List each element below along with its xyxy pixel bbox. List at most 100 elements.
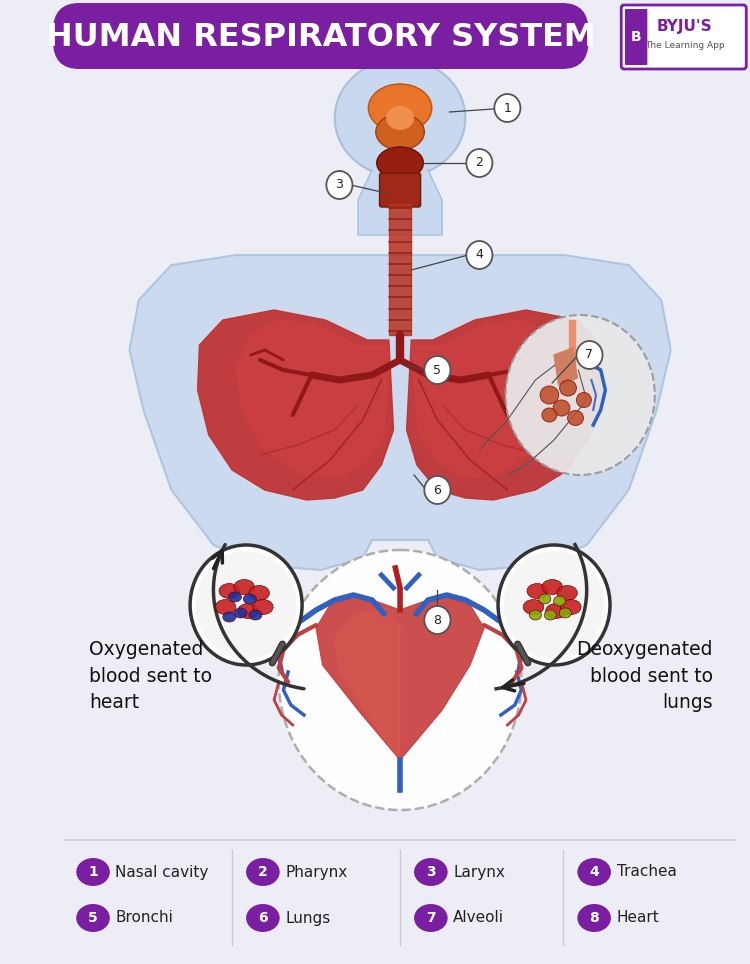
Text: Nasal cavity: Nasal cavity <box>116 865 208 879</box>
Ellipse shape <box>249 610 262 620</box>
Circle shape <box>466 149 493 177</box>
Ellipse shape <box>76 858 110 886</box>
Ellipse shape <box>246 904 280 932</box>
Ellipse shape <box>376 114 424 150</box>
Ellipse shape <box>246 858 280 886</box>
FancyBboxPatch shape <box>53 3 589 69</box>
Circle shape <box>577 341 602 369</box>
Circle shape <box>190 545 302 665</box>
Polygon shape <box>237 320 388 478</box>
Text: 4: 4 <box>476 249 483 261</box>
Text: 8: 8 <box>433 613 442 627</box>
Ellipse shape <box>524 600 544 614</box>
Ellipse shape <box>414 904 448 932</box>
Text: BYJU'S: BYJU'S <box>657 18 712 34</box>
Ellipse shape <box>386 106 414 130</box>
Ellipse shape <box>540 386 559 404</box>
Ellipse shape <box>527 583 548 599</box>
Circle shape <box>196 551 296 659</box>
Ellipse shape <box>238 603 258 619</box>
Ellipse shape <box>560 608 572 618</box>
Ellipse shape <box>577 392 591 408</box>
Ellipse shape <box>219 583 239 599</box>
Ellipse shape <box>560 600 581 614</box>
Text: 2: 2 <box>258 865 268 879</box>
Circle shape <box>466 241 493 269</box>
Text: 3: 3 <box>335 178 344 192</box>
Text: 6: 6 <box>258 911 268 925</box>
Ellipse shape <box>368 84 432 132</box>
Circle shape <box>504 551 604 659</box>
Polygon shape <box>197 310 394 500</box>
Ellipse shape <box>538 594 550 604</box>
Ellipse shape <box>544 610 556 620</box>
Text: HUMAN RESPIRATORY SYSTEM: HUMAN RESPIRATORY SYSTEM <box>46 22 596 53</box>
Text: 8: 8 <box>590 911 599 925</box>
Text: 6: 6 <box>433 484 441 496</box>
Circle shape <box>279 550 521 810</box>
Text: Lungs: Lungs <box>285 911 331 925</box>
Ellipse shape <box>228 592 242 602</box>
Text: Deoxygenated
blood sent to
lungs: Deoxygenated blood sent to lungs <box>576 640 712 712</box>
Text: Trachea: Trachea <box>616 865 676 879</box>
Text: 1: 1 <box>88 865 98 879</box>
Ellipse shape <box>414 858 448 886</box>
Text: 7: 7 <box>426 911 436 925</box>
Ellipse shape <box>553 400 570 416</box>
Ellipse shape <box>334 59 466 177</box>
Text: 7: 7 <box>586 349 593 362</box>
Ellipse shape <box>578 904 611 932</box>
Ellipse shape <box>530 610 542 620</box>
Ellipse shape <box>568 411 584 425</box>
Ellipse shape <box>243 594 256 604</box>
Ellipse shape <box>546 603 566 619</box>
Circle shape <box>424 356 451 384</box>
Ellipse shape <box>215 600 236 614</box>
Text: 2: 2 <box>476 156 483 170</box>
FancyBboxPatch shape <box>380 173 421 207</box>
Polygon shape <box>388 204 411 335</box>
Polygon shape <box>569 320 574 368</box>
Circle shape <box>506 315 655 475</box>
Polygon shape <box>334 608 400 760</box>
Text: Pharynx: Pharynx <box>285 865 347 879</box>
Ellipse shape <box>234 608 247 618</box>
FancyBboxPatch shape <box>621 5 746 69</box>
FancyBboxPatch shape <box>625 9 647 65</box>
Text: The Learning App: The Learning App <box>645 41 724 50</box>
Text: Alveoli: Alveoli <box>453 911 504 925</box>
Ellipse shape <box>76 904 110 932</box>
Text: 4: 4 <box>590 865 599 879</box>
Ellipse shape <box>556 585 578 601</box>
Polygon shape <box>358 170 442 235</box>
Ellipse shape <box>234 579 254 595</box>
Polygon shape <box>130 255 671 570</box>
Polygon shape <box>316 595 484 760</box>
Text: Larynx: Larynx <box>453 865 506 879</box>
Text: Oxygenated
blood sent to
heart: Oxygenated blood sent to heart <box>89 640 212 712</box>
Ellipse shape <box>554 596 566 606</box>
Circle shape <box>494 94 520 122</box>
Text: 5: 5 <box>433 363 442 377</box>
Circle shape <box>424 476 451 504</box>
Polygon shape <box>411 320 563 478</box>
Ellipse shape <box>253 600 273 614</box>
Ellipse shape <box>249 585 269 601</box>
Ellipse shape <box>578 858 611 886</box>
Ellipse shape <box>223 612 236 622</box>
Polygon shape <box>406 310 602 500</box>
Circle shape <box>424 606 451 634</box>
Ellipse shape <box>542 408 556 422</box>
Polygon shape <box>554 348 578 385</box>
Text: 5: 5 <box>88 911 98 925</box>
Ellipse shape <box>542 579 562 595</box>
Text: B: B <box>631 30 641 44</box>
Text: 1: 1 <box>503 101 512 115</box>
Text: Bronchi: Bronchi <box>116 911 173 925</box>
Text: 3: 3 <box>426 865 436 879</box>
Ellipse shape <box>376 147 424 179</box>
Circle shape <box>326 171 352 199</box>
Ellipse shape <box>560 380 577 396</box>
Text: Heart: Heart <box>616 911 659 925</box>
Circle shape <box>498 545 610 665</box>
